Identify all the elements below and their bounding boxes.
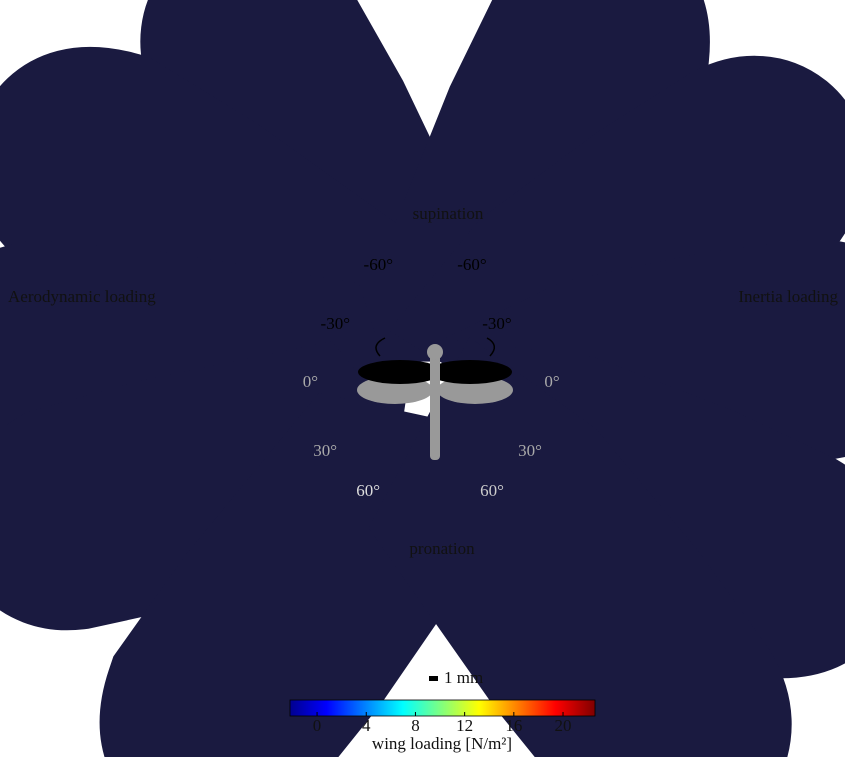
dragonfly [357,337,513,460]
bottom-label: pronation [409,539,475,558]
angle-label: -30° [482,314,511,333]
scale-bar [429,676,438,681]
angle-label: -60° [364,255,393,274]
colorbar-title: wing loading [N/m²] [372,734,512,753]
left-label: Aerodynamic loading [8,287,156,306]
angle-label: 30° [518,441,542,460]
scale-label: 1 mm [444,668,483,687]
angle-label: 0° [544,372,559,391]
tick-label: 4 [362,716,371,735]
tick-label: 20 [555,716,572,735]
angle-label: 60° [480,481,504,500]
colorbar [289,699,596,717]
tick-label: 0 [313,716,322,735]
angle-label: -30° [321,314,350,333]
tick-label: 8 [411,716,420,735]
right-label: Inertia loading [738,287,838,306]
tick-label: 12 [456,716,473,735]
top-label: supination [413,204,484,223]
tick-label: 16 [505,716,522,735]
angle-label: 30° [313,441,337,460]
angle-label: -60° [457,255,486,274]
angle-label: 0° [303,372,318,391]
angle-label: 60° [356,481,380,500]
